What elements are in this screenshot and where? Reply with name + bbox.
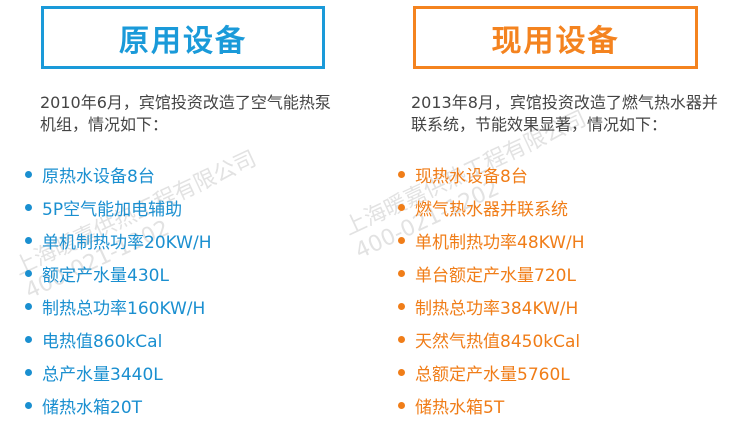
list-item: 制热总功率160KW/H bbox=[25, 290, 212, 323]
current-intro: 2013年8月，宾馆投资改造了燃气热水器并联系统，节能效果显著，情况如下： bbox=[411, 93, 718, 134]
item-text: 制热总功率384KW/H bbox=[415, 299, 579, 319]
list-item: 燃气热水器并联系统 bbox=[398, 191, 585, 224]
bullet-icon bbox=[25, 270, 32, 277]
list-item: 单机制热功率20KW/H bbox=[25, 224, 212, 257]
original-equipment-list: 原热水设备8台 5P空气能加电辅助 单机制热功率20KW/H 额定产水量430L… bbox=[25, 158, 212, 422]
item-text: 原热水设备8台 bbox=[42, 167, 155, 187]
item-text: 储热水箱20T bbox=[42, 398, 143, 418]
item-text: 单台额定产水量720L bbox=[415, 266, 576, 286]
list-item: 额定产水量430L bbox=[25, 257, 212, 290]
bullet-icon bbox=[25, 204, 32, 211]
bullet-icon bbox=[25, 237, 32, 244]
item-text: 单机制热功率20KW/H bbox=[42, 233, 212, 253]
list-item: 制热总功率384KW/H bbox=[398, 290, 585, 323]
item-text: 单机制热功率48KW/H bbox=[415, 233, 585, 253]
item-text: 总额定产水量5760L bbox=[415, 365, 570, 385]
original-intro: 2010年6月，宾馆投资改造了空气能热泵机组，情况如下： bbox=[40, 93, 331, 134]
bullet-icon bbox=[398, 237, 405, 244]
bullet-icon bbox=[398, 303, 405, 310]
list-item: 总产水量3440L bbox=[25, 356, 212, 389]
list-item: 储热水箱20T bbox=[25, 389, 212, 422]
list-item: 单机制热功率48KW/H bbox=[398, 224, 585, 257]
bullet-icon bbox=[398, 369, 405, 376]
item-text: 电热值860kCal bbox=[42, 332, 163, 352]
bullet-icon bbox=[398, 204, 405, 211]
item-text: 额定产水量430L bbox=[42, 266, 169, 286]
bullet-icon bbox=[398, 336, 405, 343]
bullet-icon bbox=[398, 402, 405, 409]
original-equipment-title: 原用设备 bbox=[41, 6, 325, 69]
list-item: 电热值860kCal bbox=[25, 323, 212, 356]
current-equipment-title: 现用设备 bbox=[413, 6, 698, 69]
bullet-icon bbox=[25, 303, 32, 310]
list-item: 总额定产水量5760L bbox=[398, 356, 585, 389]
item-text: 燃气热水器并联系统 bbox=[415, 200, 568, 220]
bullet-icon bbox=[398, 171, 405, 178]
item-text: 总产水量3440L bbox=[42, 365, 163, 385]
item-text: 5P空气能加电辅助 bbox=[42, 200, 183, 220]
bullet-icon bbox=[25, 369, 32, 376]
current-equipment-list: 现热水设备8台 燃气热水器并联系统 单机制热功率48KW/H 单台额定产水量72… bbox=[398, 158, 585, 422]
list-item: 原热水设备8台 bbox=[25, 158, 212, 191]
item-text: 制热总功率160KW/H bbox=[42, 299, 206, 319]
list-item: 单台额定产水量720L bbox=[398, 257, 585, 290]
list-item: 天然气热值8450kCal bbox=[398, 323, 585, 356]
list-item: 储热水箱5T bbox=[398, 389, 585, 422]
list-item: 5P空气能加电辅助 bbox=[25, 191, 212, 224]
item-text: 天然气热值8450kCal bbox=[415, 332, 581, 352]
list-item: 现热水设备8台 bbox=[398, 158, 585, 191]
bullet-icon bbox=[25, 171, 32, 178]
bullet-icon bbox=[398, 270, 405, 277]
item-text: 储热水箱5T bbox=[415, 398, 505, 418]
bullet-icon bbox=[25, 402, 32, 409]
bullet-icon bbox=[25, 336, 32, 343]
item-text: 现热水设备8台 bbox=[415, 167, 528, 187]
